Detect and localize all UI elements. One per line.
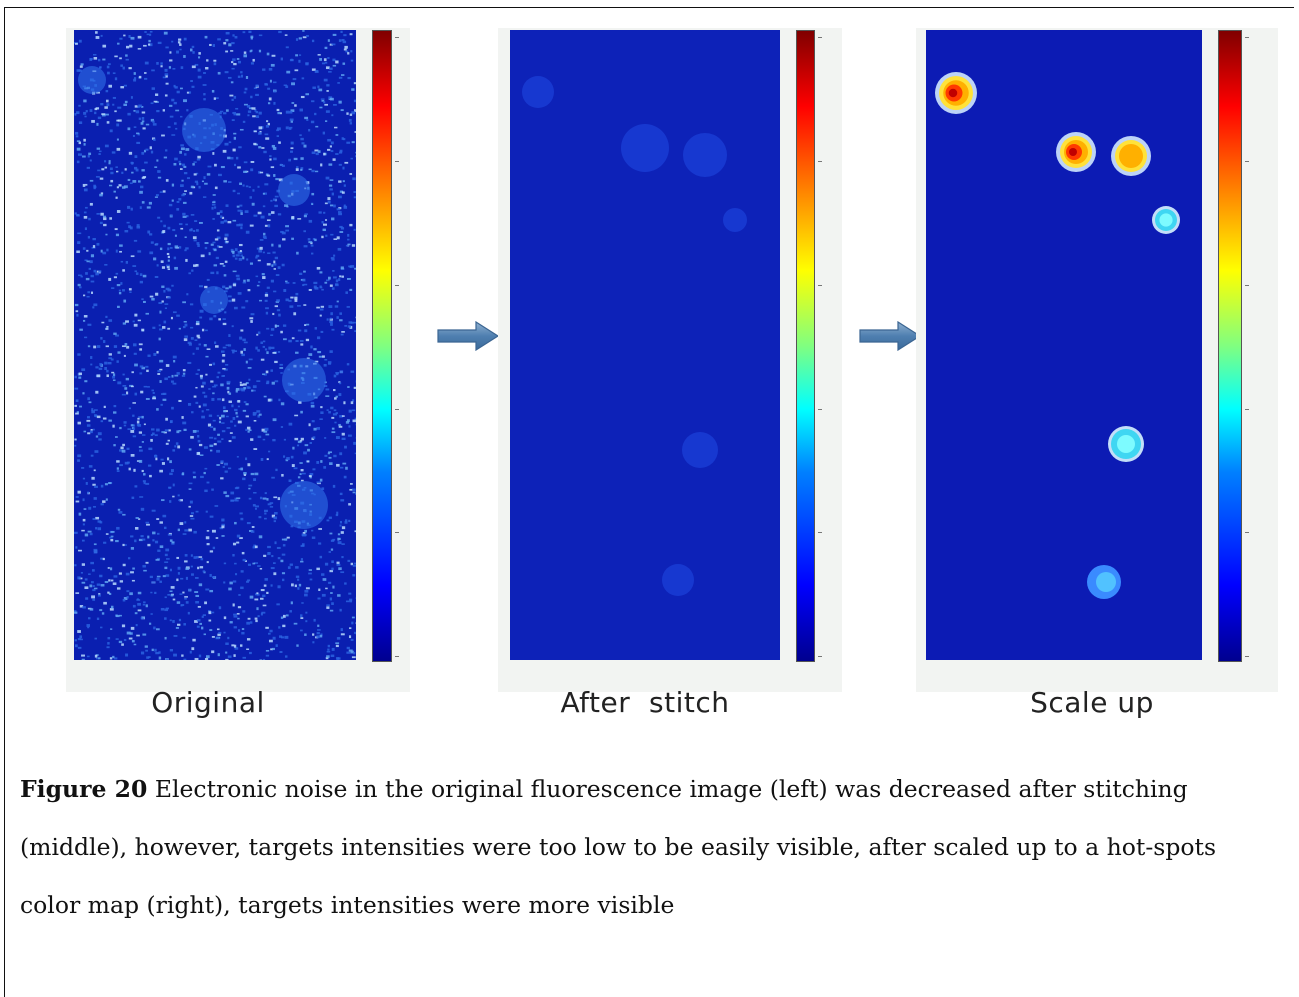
colorbar-tick <box>1245 285 1249 286</box>
panel-label-after-stitch: After stitch <box>525 686 765 719</box>
colorbar-tick <box>818 409 822 410</box>
heatmap-after-stitch <box>510 30 780 660</box>
heatmap-scale-up <box>926 30 1202 660</box>
caption-label: Figure 20 <box>20 775 147 803</box>
heatmap-original <box>74 30 356 660</box>
colorbar-tick <box>395 161 399 162</box>
caption-text: Electronic noise in the original fluores… <box>20 775 1216 919</box>
panel-label-original: Original <box>88 686 328 719</box>
colorbar-tick <box>395 656 399 657</box>
panel-label-scale-up: Scale up <box>972 686 1212 719</box>
colorbar-tick <box>818 532 822 533</box>
colorbar-tick <box>818 37 822 38</box>
colorbar-tick <box>1245 409 1249 410</box>
colorbar-tick <box>395 532 399 533</box>
colorbar-tick <box>395 285 399 286</box>
right-arrow-icon <box>436 321 500 351</box>
colorbar-scale-up <box>1218 30 1242 662</box>
colorbar-tick <box>818 285 822 286</box>
figure-caption: Figure 20 Electronic noise in the origin… <box>20 760 1280 934</box>
colorbar-original <box>372 30 392 662</box>
colorbar-tick <box>1245 656 1249 657</box>
figure-area: Original After stitch Scale up <box>60 16 1280 736</box>
colorbar-tick <box>1245 37 1249 38</box>
colorbar-tick <box>1245 532 1249 533</box>
colorbar-tick <box>818 656 822 657</box>
colorbar-after-stitch <box>796 30 815 662</box>
colorbar-tick <box>395 409 399 410</box>
colorbar-tick <box>1245 161 1249 162</box>
right-arrow-icon <box>858 321 922 351</box>
colorbar-tick <box>395 37 399 38</box>
colorbar-tick <box>818 161 822 162</box>
